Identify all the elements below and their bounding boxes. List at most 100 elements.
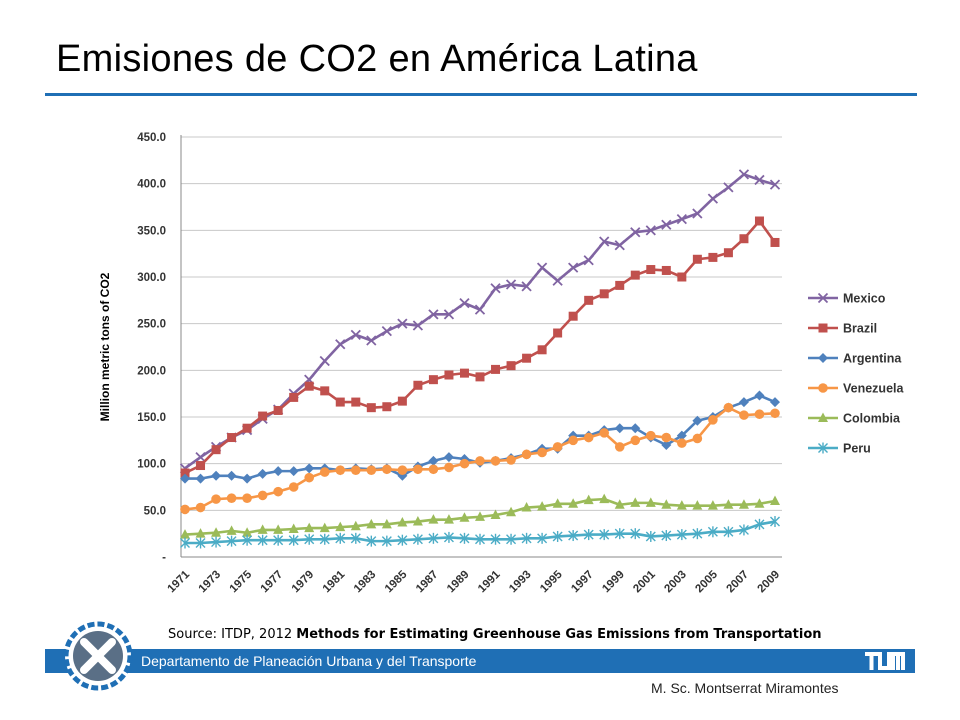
data-point-argentina (428, 455, 439, 466)
legend-label-argentina: Argentina (843, 352, 902, 366)
data-point-argentina (211, 470, 222, 481)
data-point-brazil (397, 396, 407, 406)
marker-stroke (350, 329, 361, 341)
data-point-argentina (630, 423, 641, 434)
data-point-brazil (506, 361, 516, 371)
data-point-venezuela (583, 432, 594, 443)
series-line-mexico (184, 173, 776, 470)
data-point-mexico (397, 318, 408, 329)
marker-stroke (552, 275, 563, 286)
author-label: M. Sc. Montserrat Miramontes (651, 680, 839, 696)
data-point-colombia (692, 500, 703, 510)
marker-stroke (707, 193, 719, 204)
x-tick-label: 1987 (414, 569, 441, 596)
data-point-venezuela (350, 465, 361, 476)
data-point-mexico (614, 240, 625, 251)
data-point-brazil (553, 328, 563, 338)
data-point-venezuela (739, 410, 749, 420)
data-point-brazil (646, 265, 656, 275)
data-point-peru (304, 533, 315, 545)
data-point-mexico (707, 193, 719, 204)
data-point-mexico (350, 329, 361, 341)
data-point-peru (583, 529, 594, 541)
data-point-venezuela (180, 504, 190, 515)
data-point-venezuela (661, 432, 672, 443)
data-point-brazil (739, 234, 749, 244)
marker-stroke (723, 182, 734, 193)
data-point-colombia (614, 499, 625, 509)
legend-label-venezuela: Venezuela (843, 382, 904, 396)
y-tick-label: 300.0 (137, 272, 166, 284)
chart-legend: Mexico Brazil Argentina Venezuela Colombia Pe… (808, 292, 904, 456)
data-point-argentina (288, 466, 299, 477)
data-point-brazil (258, 411, 268, 421)
data-point-mexico (521, 281, 532, 292)
data-point-peru (350, 532, 361, 544)
data-point-peru (645, 530, 656, 542)
x-tick-label: 1997 (569, 569, 596, 596)
x-tick-label: 1975 (228, 568, 255, 595)
data-point-brazil (459, 368, 469, 378)
data-point-brazil (366, 403, 376, 413)
data-point-mexico (195, 451, 206, 463)
data-point-venezuela (506, 455, 516, 465)
marker-stroke (381, 325, 392, 337)
marker-stroke (490, 283, 501, 294)
data-point-peru (614, 528, 625, 540)
data-point-peru (366, 535, 377, 547)
x-tick-label: 1991 (476, 568, 503, 595)
marker-stroke (443, 309, 455, 320)
data-point-brazil (180, 468, 190, 478)
data-point-peru (723, 526, 734, 538)
legend-marker-brazil (818, 323, 828, 333)
data-point-colombia (552, 498, 563, 508)
data-point-colombia (475, 511, 485, 521)
data-point-peru (537, 532, 548, 544)
data-point-peru (242, 534, 253, 546)
data-point-colombia (443, 514, 454, 524)
data-point-brazil (382, 402, 392, 412)
marker-stroke (319, 355, 330, 367)
data-point-colombia (397, 516, 408, 527)
data-point-colombia (350, 520, 361, 531)
data-point-peru (676, 529, 687, 541)
marker-stroke (428, 309, 439, 320)
marker-stroke (568, 262, 579, 273)
legend-marker-venezuela (818, 383, 828, 393)
data-point-venezuela (211, 494, 221, 504)
data-point-argentina (273, 466, 284, 477)
data-point-peru (397, 534, 408, 546)
data-point-mexico (536, 262, 548, 273)
data-point-colombia (770, 495, 780, 505)
data-point-brazil (661, 265, 671, 275)
data-point-brazil (599, 289, 609, 299)
legend-label-peru: Peru (843, 442, 871, 456)
data-point-peru (211, 536, 222, 548)
source-prefix: Source: ITDP, 2012 (168, 627, 297, 642)
data-point-argentina (180, 473, 190, 484)
data-point-mexico (630, 227, 641, 238)
data-point-argentina (738, 397, 749, 408)
x-tick-label: 1973 (197, 569, 224, 596)
data-point-argentina (443, 452, 454, 463)
data-point-mexico (490, 283, 501, 294)
legend-marker-colombia (818, 412, 828, 422)
data-point-brazil (723, 248, 733, 258)
y-tick-label: - (162, 552, 166, 564)
data-point-peru (195, 537, 206, 549)
x-tick-label: 1999 (600, 569, 627, 596)
data-point-venezuela (645, 430, 656, 441)
data-point-mexico (676, 213, 687, 225)
series-line-brazil (184, 219, 777, 475)
data-point-argentina (226, 470, 237, 481)
data-point-brazil (584, 295, 594, 305)
data-point-argentina (770, 397, 780, 408)
data-point-colombia (521, 502, 532, 512)
data-point-mexico (366, 335, 377, 346)
data-point-brazil (475, 372, 485, 382)
data-point-mexico (583, 255, 594, 266)
source-citation: Source: ITDP, 2012 Methods for Estimatin… (168, 627, 822, 642)
data-point-mexico (443, 309, 455, 320)
data-point-brazil (196, 461, 206, 471)
marker-stroke (738, 169, 750, 180)
